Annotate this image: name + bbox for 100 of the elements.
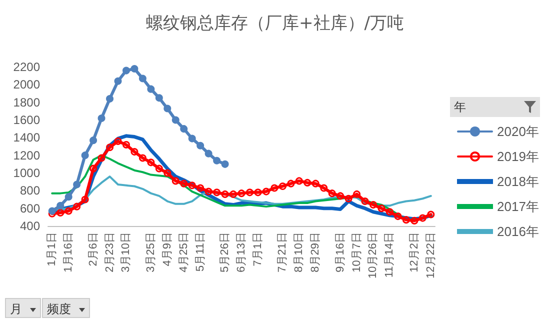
x-tick-label: 10月26日 xyxy=(367,232,380,278)
point xyxy=(114,77,122,85)
point xyxy=(64,193,72,201)
x-tick-label: 1月1日 xyxy=(46,232,58,266)
x-tick-label: 1月16日 xyxy=(62,232,75,272)
point xyxy=(56,209,64,216)
point xyxy=(81,152,89,160)
point xyxy=(353,190,361,198)
point xyxy=(204,150,212,158)
point xyxy=(204,188,212,196)
point xyxy=(48,207,56,215)
point xyxy=(427,210,435,218)
point xyxy=(164,169,172,177)
point xyxy=(138,74,146,82)
point xyxy=(90,164,98,172)
point xyxy=(295,177,303,185)
point xyxy=(246,188,254,196)
x-tick-label: 10月7日 xyxy=(350,232,363,272)
point xyxy=(122,140,130,148)
point xyxy=(64,207,72,215)
y-tick-label: 1000 xyxy=(13,166,40,180)
x-tick-label: 12月22日 xyxy=(424,232,437,278)
point xyxy=(164,104,172,112)
point xyxy=(287,180,295,188)
x-tick-label: 4月9日 xyxy=(161,232,174,266)
point xyxy=(81,196,89,204)
point xyxy=(98,114,106,122)
x-tick-label: 12月2日 xyxy=(408,232,420,272)
point xyxy=(196,184,204,192)
x-tick-label: 2月6日 xyxy=(87,232,100,266)
point xyxy=(328,190,336,198)
x-tick-label: 11月14日 xyxy=(384,232,396,278)
x-tick-label: 8月29日 xyxy=(310,232,322,272)
point xyxy=(90,136,98,144)
x-tick-label: 3月10日 xyxy=(120,232,132,272)
x-tick-label: 6月13日 xyxy=(236,232,248,272)
y-tick-label: 1600 xyxy=(13,113,40,127)
y-tick-label: 1200 xyxy=(13,148,40,162)
legend-title: 年 xyxy=(450,97,540,117)
y-tick-label: 400 xyxy=(20,219,40,233)
y-tick-label: 1800 xyxy=(13,95,40,110)
point xyxy=(378,204,386,212)
y-tick-label: 2000 xyxy=(13,78,40,92)
point xyxy=(180,125,188,133)
x-tick-label: 2月23日 xyxy=(104,232,116,272)
point xyxy=(336,192,344,200)
point xyxy=(172,116,180,124)
point xyxy=(130,148,138,156)
x-tick-label: 3月25日 xyxy=(144,232,157,272)
point xyxy=(147,85,155,93)
x-tick-label: 5月26日 xyxy=(219,232,232,272)
point xyxy=(304,178,312,186)
point xyxy=(270,184,278,192)
x-tick-label: 8月10日 xyxy=(293,232,306,272)
point xyxy=(230,190,238,198)
point xyxy=(238,190,246,198)
point xyxy=(386,208,394,216)
line-series xyxy=(51,154,432,221)
point xyxy=(221,160,229,168)
point xyxy=(122,66,130,74)
point xyxy=(180,180,188,188)
legend-label: 2018年 xyxy=(497,174,539,189)
point xyxy=(138,154,146,162)
point xyxy=(320,184,328,192)
point xyxy=(106,95,114,103)
point xyxy=(402,216,410,224)
y-tick-label: 2200 xyxy=(13,60,40,74)
text: 频度 xyxy=(47,302,71,316)
point xyxy=(254,188,262,196)
point xyxy=(394,212,402,220)
x-tick-label: 4月25日 xyxy=(178,232,190,272)
point xyxy=(188,182,196,190)
point xyxy=(56,202,64,210)
point xyxy=(106,144,114,152)
point xyxy=(98,154,106,162)
point xyxy=(278,182,286,190)
x-tick-label: 9月16日 xyxy=(334,232,346,272)
point xyxy=(73,180,81,188)
text: 月 xyxy=(10,302,22,316)
point xyxy=(213,156,221,164)
point xyxy=(410,216,418,224)
point xyxy=(155,164,163,172)
x-tick-label: 5月11日 xyxy=(194,232,206,272)
legend-label: 2017年 xyxy=(497,199,539,214)
y-tick-label: 600 xyxy=(20,201,40,216)
point xyxy=(114,137,122,145)
point xyxy=(344,194,352,202)
point xyxy=(221,190,229,198)
y-tick-label: 800 xyxy=(20,184,40,198)
point xyxy=(147,158,155,166)
chart-title: 螺纹钢总库存（厂库+社库）/万吨 xyxy=(146,14,404,34)
point xyxy=(172,177,180,185)
point xyxy=(361,198,369,206)
point xyxy=(73,202,81,210)
legend-label: 2016年 xyxy=(497,224,539,239)
point xyxy=(418,214,426,222)
point xyxy=(155,94,163,102)
point xyxy=(130,65,138,73)
point xyxy=(312,180,320,188)
legend-label: 2020年 xyxy=(497,124,539,139)
